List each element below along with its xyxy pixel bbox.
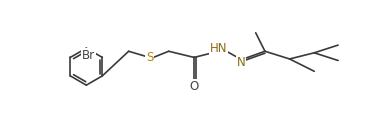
Text: HN: HN xyxy=(210,42,228,55)
Text: N: N xyxy=(237,56,245,69)
Text: S: S xyxy=(146,51,153,64)
Text: Br: Br xyxy=(82,49,95,62)
Text: O: O xyxy=(190,80,199,93)
